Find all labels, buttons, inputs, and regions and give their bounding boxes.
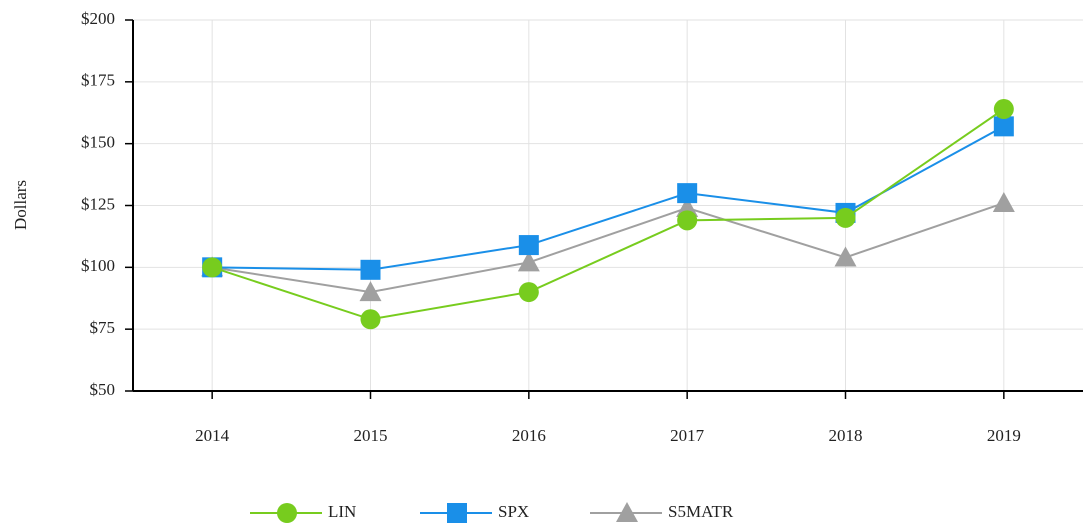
data-point <box>993 116 1014 137</box>
y-tick-label: $175 <box>81 71 115 90</box>
y-tick-label: $50 <box>90 380 116 399</box>
legend-marker <box>616 502 638 522</box>
legend-marker <box>447 503 467 523</box>
x-tick-label: 2019 <box>987 426 1021 445</box>
data-point <box>677 210 698 231</box>
data-point <box>834 246 857 267</box>
y-tick-label: $75 <box>90 318 116 337</box>
data-point <box>992 192 1015 213</box>
series-line <box>212 202 1005 294</box>
data-point <box>360 309 381 330</box>
data-point <box>677 183 698 204</box>
legend-label: SPX <box>498 502 529 521</box>
series-line <box>212 125 1005 271</box>
series-line <box>211 108 1005 321</box>
legend-marker <box>277 503 297 523</box>
x-tick-label: 2015 <box>354 426 388 445</box>
y-tick-label: $125 <box>81 194 115 213</box>
data-point <box>993 99 1014 120</box>
data-point <box>359 281 382 302</box>
data-point <box>518 235 539 256</box>
y-tick-label: $200 <box>81 9 115 28</box>
data-point <box>676 196 699 217</box>
x-tick-label: 2017 <box>670 426 705 445</box>
data-point <box>835 207 856 228</box>
data-point <box>360 259 381 280</box>
x-tick-label: 2014 <box>195 426 230 445</box>
legend-label: S5MATR <box>668 502 734 521</box>
data-point <box>517 251 540 272</box>
y-tick-label: $150 <box>81 133 115 152</box>
x-tick-label: 2016 <box>512 426 546 445</box>
legend-label: LIN <box>328 502 356 521</box>
x-tick-label: 2018 <box>829 426 863 445</box>
data-point <box>518 282 539 303</box>
data-point <box>202 257 223 278</box>
y-tick-label: $100 <box>81 256 115 275</box>
y-axis-label: Dollars <box>11 180 30 230</box>
